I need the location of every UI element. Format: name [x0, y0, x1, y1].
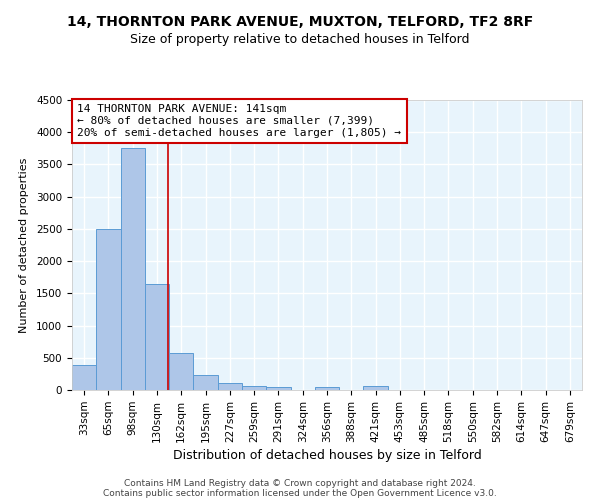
Bar [169, 352, 193, 390]
Bar [315, 388, 339, 390]
Text: 14 THORNTON PARK AVENUE: 141sqm
← 80% of detached houses are smaller (7,399)
20%: 14 THORNTON PARK AVENUE: 141sqm ← 80% of… [77, 104, 401, 138]
Bar [193, 374, 218, 390]
Bar [72, 365, 96, 390]
Text: 14, THORNTON PARK AVENUE, MUXTON, TELFORD, TF2 8RF: 14, THORNTON PARK AVENUE, MUXTON, TELFOR… [67, 15, 533, 29]
Bar [121, 148, 145, 390]
Bar [364, 386, 388, 390]
Bar [145, 284, 169, 390]
Bar [242, 386, 266, 390]
Text: Contains public sector information licensed under the Open Government Licence v3: Contains public sector information licen… [103, 488, 497, 498]
Bar [266, 388, 290, 390]
Text: Size of property relative to detached houses in Telford: Size of property relative to detached ho… [130, 32, 470, 46]
Bar [96, 229, 121, 390]
X-axis label: Distribution of detached houses by size in Telford: Distribution of detached houses by size … [173, 449, 481, 462]
Bar [218, 383, 242, 390]
Y-axis label: Number of detached properties: Number of detached properties [19, 158, 29, 332]
Text: Contains HM Land Registry data © Crown copyright and database right 2024.: Contains HM Land Registry data © Crown c… [124, 478, 476, 488]
